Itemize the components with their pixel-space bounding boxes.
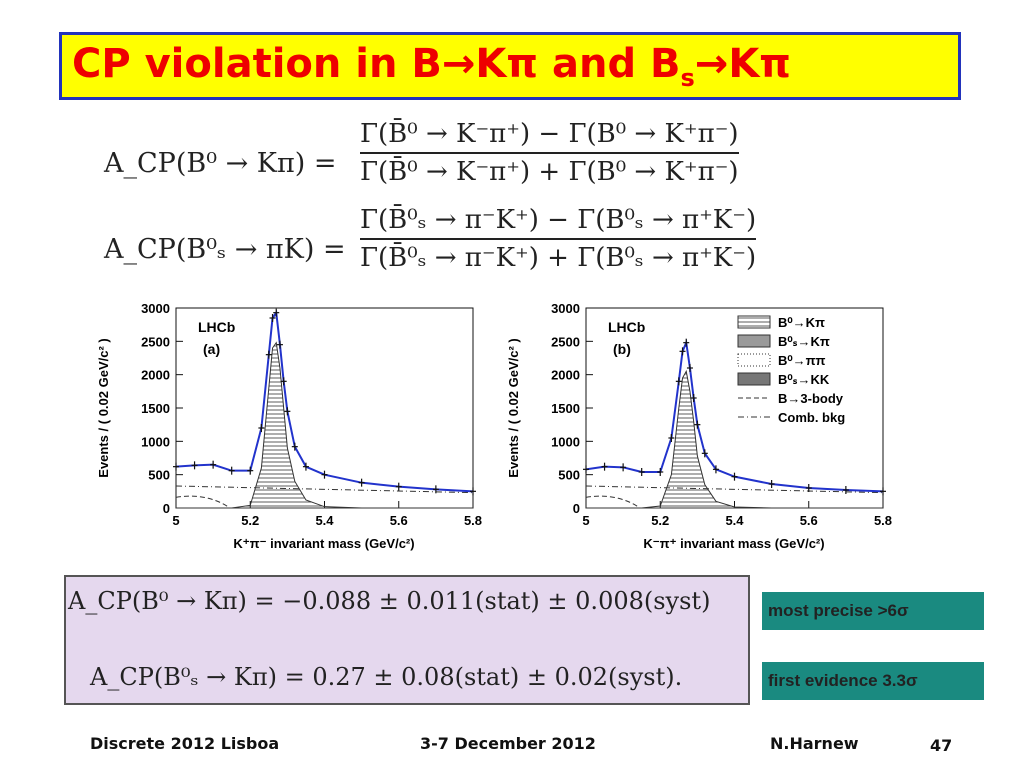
footer-conference: Discrete 2012 Lisboa xyxy=(90,734,280,753)
title-arrow: → xyxy=(441,41,476,87)
result-bd: A_CP(B⁰ → Kπ) = −0.088 ± 0.011(stat) ± 0… xyxy=(68,587,711,615)
y-tick-label: 1500 xyxy=(141,401,170,416)
footer-page: 47 xyxy=(930,736,953,755)
formula-bd-lhs: A_CP(B⁰ → Kπ) = xyxy=(104,148,337,179)
title-and: and B xyxy=(538,41,681,87)
signal-component xyxy=(176,341,473,509)
badge-first-evidence: first evidence 3.3σ xyxy=(762,662,984,700)
experiment-label: LHCb xyxy=(608,319,645,335)
x-tick-label: 5.6 xyxy=(800,513,818,528)
formula-bs-numerator: Γ(B̄⁰ₛ → π⁻K⁺) − Γ(B⁰ₛ → π⁺K⁻) xyxy=(360,205,757,235)
plot-b: 0 500 1000 1500 2000 2500 3000 5 5.2 5.4 5.6 5.8 K⁻π… xyxy=(498,296,898,563)
footer-author: N.Harnew xyxy=(770,734,859,753)
formula-bs-fraction: Γ(B̄⁰ₛ → π⁻K⁺) − Γ(B⁰ₛ → π⁺K⁻) Γ(B̄⁰ₛ → … xyxy=(360,204,757,274)
y-tick-label: 0 xyxy=(163,501,170,516)
x-tick-label: 5.4 xyxy=(315,513,334,528)
badge-most-precise: most precise >6σ xyxy=(762,592,984,630)
formula-bd-numerator: Γ(B̄⁰ → K⁻π⁺) − Γ(B⁰ → K⁺π⁻) xyxy=(360,119,739,149)
x-tick-label: 5.2 xyxy=(241,513,259,528)
x-axis-label: K⁻π⁺ invariant mass (GeV/c²) xyxy=(643,536,824,551)
title-arrow2: → xyxy=(694,41,729,87)
results-panel: A_CP(B⁰ → Kπ) = −0.088 ± 0.011(stat) ± 0… xyxy=(64,575,750,705)
plot-b-svg: 0 500 1000 1500 2000 2500 3000 5 5.2 5.4 5.6 5.8 K⁻π… xyxy=(506,301,892,551)
legend-label: Comb. bkg xyxy=(778,410,845,425)
comb-bkg-line xyxy=(175,485,474,494)
plot-a-svg: 0 500 1000 1500 2000 2500 3000 5 5.2 5.4 5.6 5.8 K⁺π… xyxy=(96,301,482,551)
legend-swatch xyxy=(737,353,771,367)
y-axis-label: Events / ( 0.02 GeV/c² ) xyxy=(506,338,521,477)
x-tick-label: 5.8 xyxy=(874,513,892,528)
x-tick-label: 5.4 xyxy=(725,513,744,528)
formula-bd-denominator: Γ(B̄⁰ → K⁻π⁺) + Γ(B⁰ → K⁺π⁻) xyxy=(360,157,739,187)
y-tick-label: 2000 xyxy=(141,368,170,383)
three-body-line xyxy=(585,495,639,508)
result-bs: A_CP(B⁰ₛ → Kπ) = 0.27 ± 0.08(stat) ± 0.0… xyxy=(90,663,683,691)
x-tick-label: 5 xyxy=(172,513,179,528)
title-part1: CP violation in B xyxy=(72,41,442,87)
legend-label: B⁰ₛ→Kπ xyxy=(778,334,830,349)
x-axis-label: K⁺π⁻ invariant mass (GeV/c²) xyxy=(233,536,414,551)
comb-bkg-line xyxy=(585,485,884,494)
footer-dates: 3-7 December 2012 xyxy=(420,734,596,753)
experiment-label: LHCb xyxy=(198,319,235,335)
fit-curve xyxy=(175,309,474,493)
plot-a: 0 500 1000 1500 2000 2500 3000 5 5.2 5.4 5.6 5.8 K⁺π… xyxy=(88,296,488,563)
x-tick-label: 5 xyxy=(582,513,589,528)
legend-label: B⁰ₛ→KK xyxy=(778,372,830,387)
y-tick-label: 1000 xyxy=(551,434,580,449)
x-tick-label: 5.8 xyxy=(464,513,482,528)
formula-bs-denominator: Γ(B̄⁰ₛ → π⁻K⁺) + Γ(B⁰ₛ → π⁺K⁻) xyxy=(360,243,757,273)
y-tick-label: 2000 xyxy=(551,368,580,383)
y-tick-label: 500 xyxy=(148,468,170,483)
panel-label: (a) xyxy=(203,341,220,357)
signal-component xyxy=(586,369,883,509)
legend-swatch xyxy=(737,372,771,386)
y-tick-label: 0 xyxy=(573,501,580,516)
legend-label: B⁰→ππ xyxy=(778,353,826,368)
x-tick-label: 5.6 xyxy=(390,513,408,528)
formula-bs-lhs: A_CP(B⁰ₛ → πK) = xyxy=(104,234,346,265)
three-body-line xyxy=(175,495,229,508)
x-tick-label: 5.2 xyxy=(651,513,669,528)
formula-bd-fraction: Γ(B̄⁰ → K⁻π⁺) − Γ(B⁰ → K⁺π⁻) Γ(B̄⁰ → K⁻π… xyxy=(360,118,739,188)
y-tick-label: 1000 xyxy=(141,434,170,449)
slide-title: CP violation in B→Kπ and Bs→Kπ xyxy=(72,41,791,92)
y-tick-label: 1500 xyxy=(551,401,580,416)
y-axis-label: Events / ( 0.02 GeV/c² ) xyxy=(96,338,111,477)
y-tick-label: 500 xyxy=(558,468,580,483)
formula-bs-bar xyxy=(360,238,757,240)
legend-swatch xyxy=(737,334,771,348)
panel-label: (b) xyxy=(613,341,631,357)
legend-swatch xyxy=(737,315,771,329)
legend-label: B→3-body xyxy=(778,391,844,406)
title-banner: CP violation in B→Kπ and Bs→Kπ xyxy=(59,32,961,100)
y-tick-label: 3000 xyxy=(551,301,580,316)
y-tick-label: 2500 xyxy=(141,334,170,349)
title-subscript: s xyxy=(680,64,695,92)
legend-label: B⁰→Kπ xyxy=(778,315,825,330)
y-tick-label: 3000 xyxy=(141,301,170,316)
y-tick-label: 2500 xyxy=(551,334,580,349)
title-kpi: Kπ xyxy=(475,41,539,87)
title-kpi2: Kπ xyxy=(728,41,791,87)
formula-bd-bar xyxy=(360,152,739,154)
